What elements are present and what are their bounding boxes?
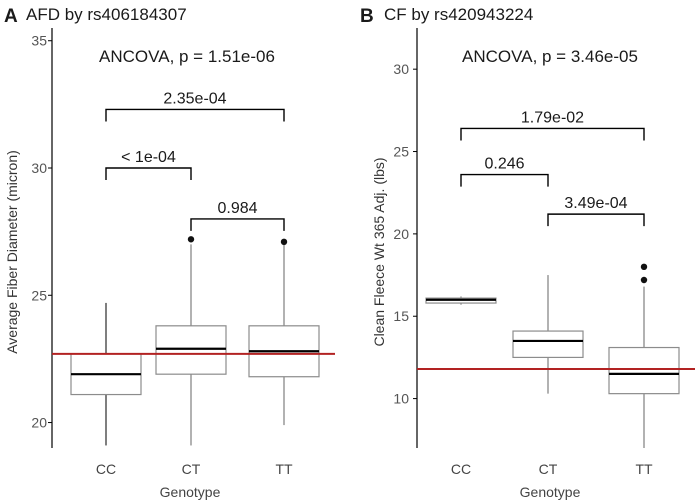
panel-a-x-category-label: TT [275,461,293,477]
panel-a-letter: A [4,6,18,27]
panel-a-bracket-ct-tt [190,218,285,231]
panel-a-bracket-label-ct-tt: 0.984 [217,200,257,217]
panel-b-letter: B [360,6,374,27]
panel-b-box-ct [512,330,584,359]
panel-a-bracket-label-cc-tt: 2.35e-04 [163,90,226,107]
panel-a-x-category-label: CT [182,461,201,477]
panel-b-y-tick-label: 30 [393,61,409,77]
panel-a-bracket-cc-ct [105,167,192,180]
panel-a-y-tick-label: 25 [31,287,47,303]
panel-b-title: CF by rs420943224 [384,5,533,24]
panel-a-y-tick-label: 30 [31,160,47,176]
panel-a-x-category-label: CC [96,461,116,477]
panel-b-test-label: ANCOVA, p = 3.46e-05 [462,47,638,66]
panel-b-y-tick-label: 10 [393,391,409,407]
panel-a-bracket-cc-tt [105,108,285,122]
panel-b-bracket-label-cc-tt: 1.79e-02 [521,109,584,126]
panel-b-bracket-cc-ct [460,173,549,187]
panel-b-x-category-label: TT [635,461,653,477]
panel-b-y-tick-label: 25 [393,144,409,160]
panel-a-outlier-point [187,236,195,243]
panel-b-box-tt [608,346,680,395]
panel-b-bracket-ct-tt [547,213,645,227]
panel-a-test-label: ANCOVA, p = 1.51e-06 [99,47,275,66]
panel-b-bracket-label-ct-tt: 3.49e-04 [564,195,627,212]
panel-b-y-axis-label: Clean Fleece Wt 365 Adj. (lbs) [371,157,387,346]
panel-a-y-axis-label: Average Fiber Diameter (micron) [4,150,20,354]
panel-a-box-ct [155,325,227,375]
panel-b-outlier-point [640,263,648,271]
panel-a-y-tick-label: 35 [31,33,47,49]
panel-a-x-axis-label: Genotype [160,484,221,500]
panel-a-outlier-point [280,238,288,246]
panel-b-x-axis-label: Genotype [520,484,581,500]
panel-a-bracket-label-cc-ct: < 1e-04 [121,149,176,166]
panel-b-x-category-label: CT [539,461,558,477]
panel-a-title: AFD by rs406184307 [26,5,187,24]
panel-b-bracket-cc-tt [460,127,645,141]
panel-b-x-category-label: CC [451,461,471,477]
panel-a-y-tick-label: 20 [31,415,47,431]
panel-b-outlier-point [640,276,648,284]
panel-b-y-tick-label: 20 [393,226,409,242]
panel-b-y-tick-label: 15 [393,308,409,324]
panel-b-bracket-label-cc-ct: 0.246 [484,156,524,173]
